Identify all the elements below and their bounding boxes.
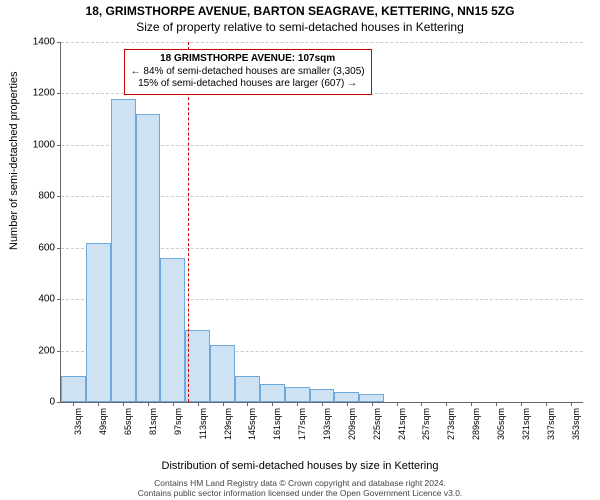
y-tick-label: 1000 <box>33 139 55 150</box>
x-tick-label: 129sqm <box>223 408 233 440</box>
x-tick-mark <box>223 402 224 406</box>
y-tick-mark <box>57 93 61 94</box>
x-tick-mark <box>571 402 572 406</box>
x-tick-label: 113sqm <box>198 408 208 439</box>
histogram-bar <box>359 394 384 402</box>
info-box-property: 18 GRIMSTHORPE AVENUE: 107sqm <box>131 53 365 66</box>
x-tick-label: 289sqm <box>471 408 481 440</box>
x-tick-label: 305sqm <box>496 408 506 440</box>
histogram-bar <box>310 389 335 402</box>
histogram-bar <box>136 114 161 402</box>
y-tick-label: 1200 <box>33 88 55 99</box>
x-tick-label: 321sqm <box>521 408 531 440</box>
histogram-bar <box>285 387 310 402</box>
x-tick-label: 273sqm <box>446 408 456 440</box>
y-tick-mark <box>57 42 61 43</box>
histogram-bar <box>86 243 111 402</box>
histogram-bar <box>61 376 86 402</box>
x-tick-mark <box>446 402 447 406</box>
y-tick-mark <box>57 196 61 197</box>
x-tick-mark <box>347 402 348 406</box>
x-tick-label: 177sqm <box>297 408 307 440</box>
x-tick-mark <box>546 402 547 406</box>
y-tick-label: 800 <box>38 191 55 202</box>
x-tick-mark <box>521 402 522 406</box>
x-tick-label: 257sqm <box>421 408 431 440</box>
x-tick-label: 209sqm <box>347 408 357 440</box>
x-tick-mark <box>198 402 199 406</box>
histogram-bar <box>210 345 235 402</box>
x-tick-mark <box>421 402 422 406</box>
info-box-smaller: ← 84% of semi-detached houses are smalle… <box>131 66 365 79</box>
y-axis-label: Number of semi-detached properties <box>8 71 20 250</box>
histogram-bar <box>160 258 185 402</box>
chart-container: 18, GRIMSTHORPE AVENUE, BARTON SEAGRAVE,… <box>0 0 600 500</box>
x-tick-mark <box>471 402 472 406</box>
x-tick-label: 81sqm <box>148 408 158 435</box>
x-tick-mark <box>98 402 99 406</box>
x-tick-label: 97sqm <box>173 408 183 435</box>
info-box: 18 GRIMSTHORPE AVENUE: 107sqm← 84% of se… <box>124 49 372 95</box>
x-tick-mark <box>322 402 323 406</box>
y-tick-label: 400 <box>38 294 55 305</box>
histogram-bar <box>260 384 285 402</box>
x-tick-label: 161sqm <box>272 408 282 440</box>
x-tick-mark <box>73 402 74 406</box>
footer-attribution: Contains HM Land Registry data © Crown c… <box>0 478 600 498</box>
x-tick-label: 353sqm <box>571 408 581 440</box>
footer-line1: Contains HM Land Registry data © Crown c… <box>0 478 600 488</box>
x-tick-mark <box>272 402 273 406</box>
x-tick-label: 241sqm <box>397 408 407 440</box>
histogram-bar <box>334 392 359 402</box>
reference-line <box>188 42 189 402</box>
x-tick-mark <box>397 402 398 406</box>
x-tick-mark <box>247 402 248 406</box>
chart-subtitle: Size of property relative to semi-detach… <box>0 20 600 34</box>
plot-area: 020040060080010001200140033sqm49sqm65sqm… <box>60 42 583 403</box>
x-tick-label: 49sqm <box>98 408 108 435</box>
x-tick-mark <box>297 402 298 406</box>
x-tick-mark <box>148 402 149 406</box>
x-tick-label: 225sqm <box>372 408 382 440</box>
x-tick-label: 33sqm <box>73 408 83 435</box>
x-tick-mark <box>173 402 174 406</box>
gridline <box>61 42 583 43</box>
histogram-bar <box>235 376 260 402</box>
info-box-larger: 15% of semi-detached houses are larger (… <box>131 78 365 91</box>
x-tick-label: 337sqm <box>546 408 556 440</box>
y-tick-mark <box>57 299 61 300</box>
chart-title-address: 18, GRIMSTHORPE AVENUE, BARTON SEAGRAVE,… <box>0 4 600 18</box>
x-tick-mark <box>496 402 497 406</box>
x-tick-label: 65sqm <box>123 408 133 435</box>
x-tick-mark <box>123 402 124 406</box>
y-tick-label: 200 <box>38 345 55 356</box>
y-tick-mark <box>57 402 61 403</box>
footer-line2: Contains public sector information licen… <box>0 488 600 498</box>
x-tick-label: 193sqm <box>322 408 332 440</box>
x-tick-label: 145sqm <box>247 408 257 440</box>
x-axis-label: Distribution of semi-detached houses by … <box>0 460 600 472</box>
x-tick-mark <box>372 402 373 406</box>
y-tick-label: 1400 <box>33 37 55 48</box>
histogram-bar <box>111 99 136 402</box>
y-tick-mark <box>57 248 61 249</box>
y-tick-mark <box>57 145 61 146</box>
y-tick-mark <box>57 351 61 352</box>
y-tick-label: 600 <box>38 242 55 253</box>
y-tick-label: 0 <box>49 397 55 408</box>
